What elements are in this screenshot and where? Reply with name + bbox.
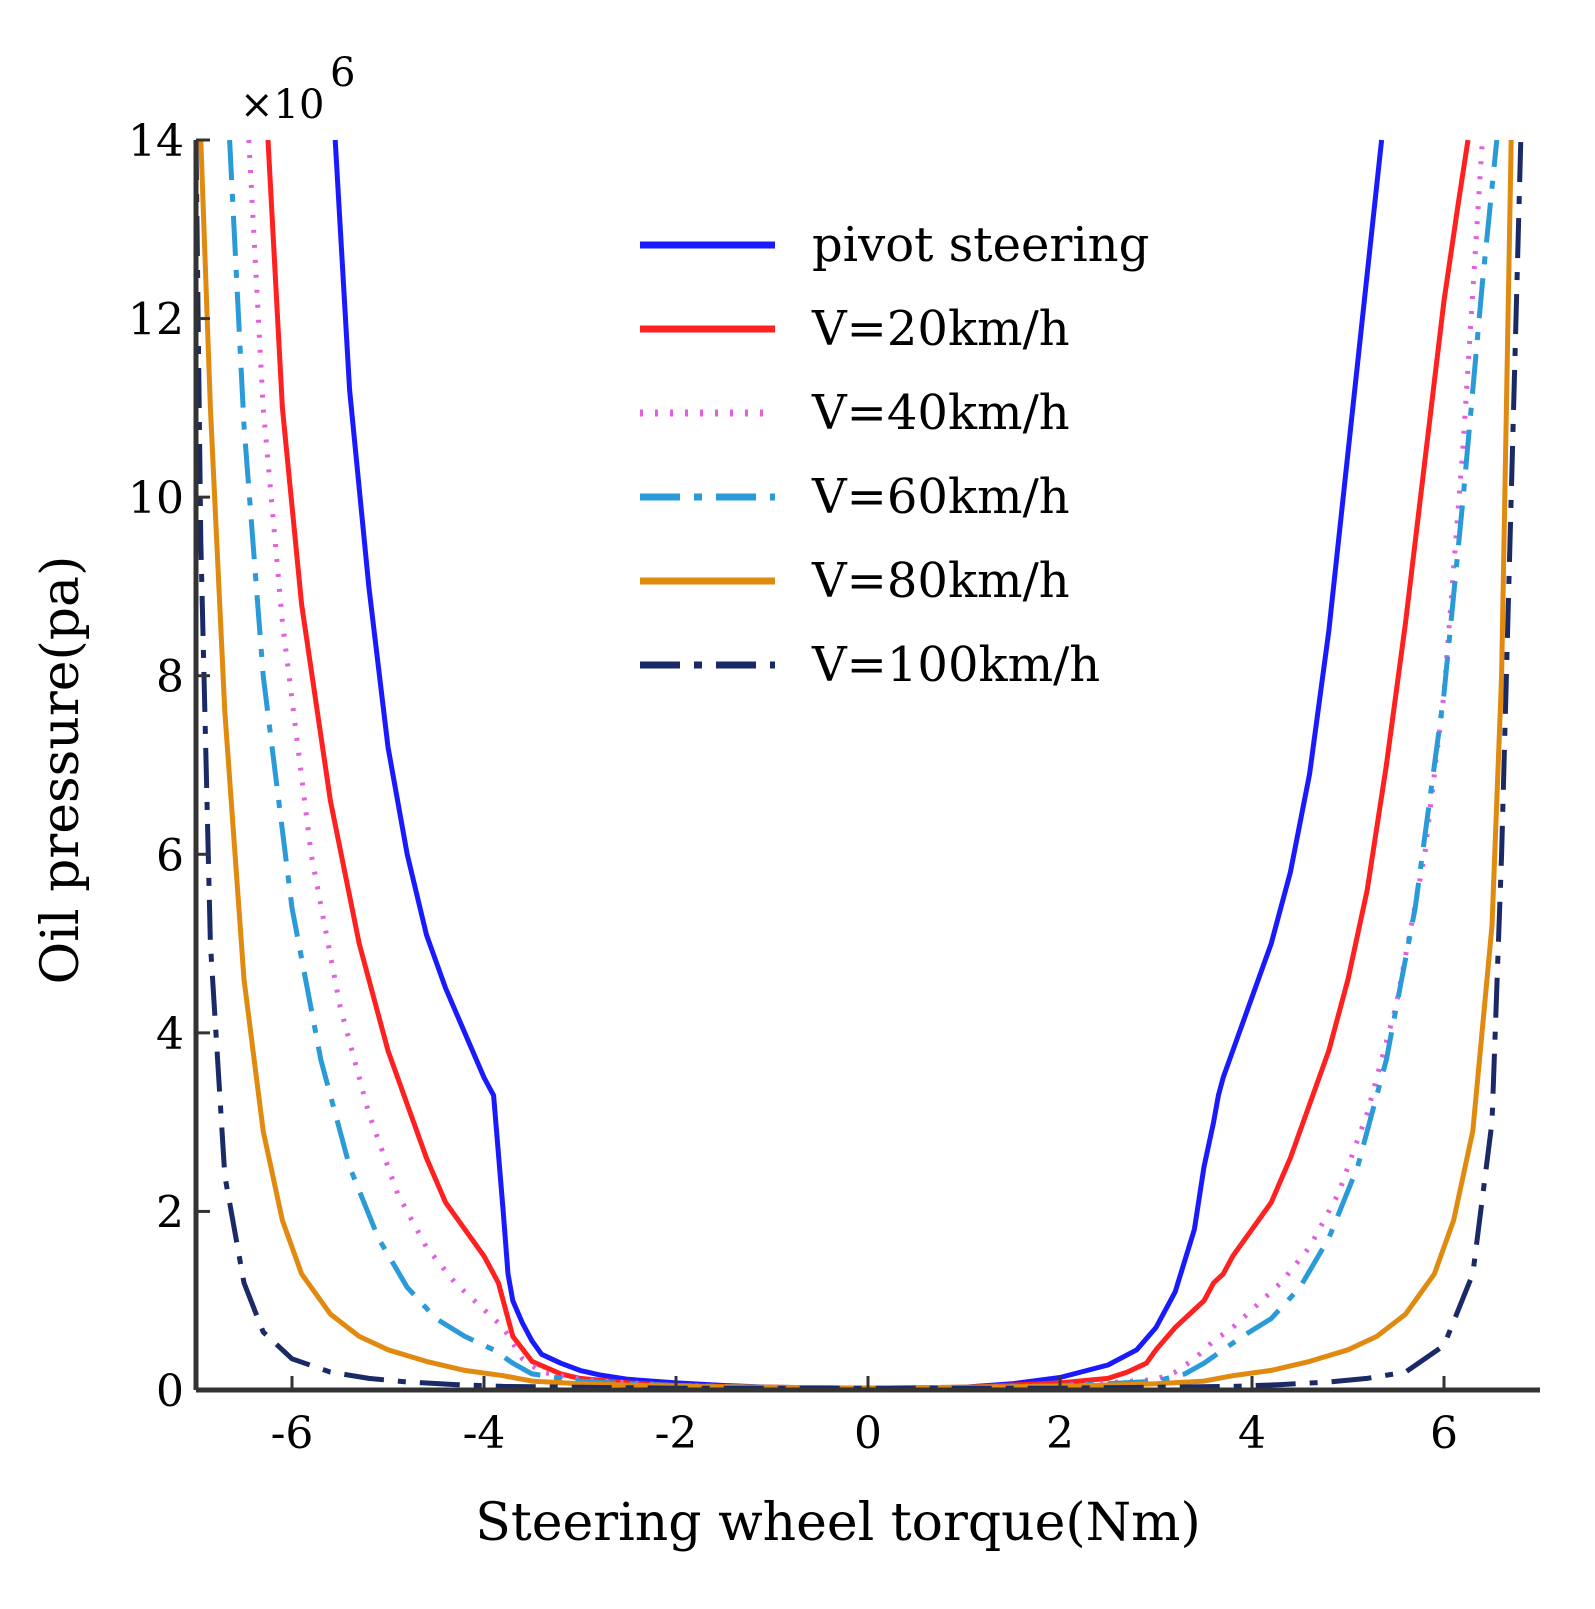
legend-label: pivot steering [812, 217, 1149, 273]
y-tick-label: 0 [156, 1366, 184, 1417]
y-tick-group: 0 2 4 6 8 10 12 14 [128, 116, 210, 1417]
y-tick-label: 6 [156, 830, 184, 881]
legend: pivot steering V=20km/h V=40km/h V=60km/h V=… [640, 217, 1149, 693]
legend-label: V=100km/h [811, 637, 1100, 693]
y-tick-label: 10 [128, 473, 184, 524]
x-tick-label: 0 [854, 1408, 882, 1459]
x-tick-group: -6 -4 -2 0 2 4 6 [271, 1376, 1458, 1459]
legend-label: V=60km/h [811, 469, 1070, 525]
y-axis-label: Oil pressure(pa) [31, 556, 91, 985]
legend-label: V=20km/h [811, 301, 1070, 357]
x-axis-label: Steering wheel torque(Nm) [475, 1493, 1201, 1553]
y-tick-label: 14 [128, 116, 184, 167]
legend-label: V=80km/h [811, 553, 1070, 609]
x-tick-label: -2 [655, 1408, 698, 1459]
legend-label: V=40km/h [811, 385, 1070, 441]
x-tick-label: 6 [1430, 1408, 1458, 1459]
x-tick-label: -6 [271, 1408, 314, 1459]
y-tick-label: 2 [156, 1187, 184, 1238]
x-tick-label: -4 [463, 1408, 506, 1459]
y-multiplier-label: ×10 [240, 82, 324, 128]
x-tick-label: 2 [1046, 1408, 1074, 1459]
y-tick-label: 4 [156, 1009, 184, 1060]
y-multiplier-exponent: 6 [330, 50, 355, 96]
y-tick-label: 12 [128, 295, 184, 346]
x-tick-label: 4 [1238, 1408, 1266, 1459]
y-tick-label: 8 [156, 652, 184, 703]
